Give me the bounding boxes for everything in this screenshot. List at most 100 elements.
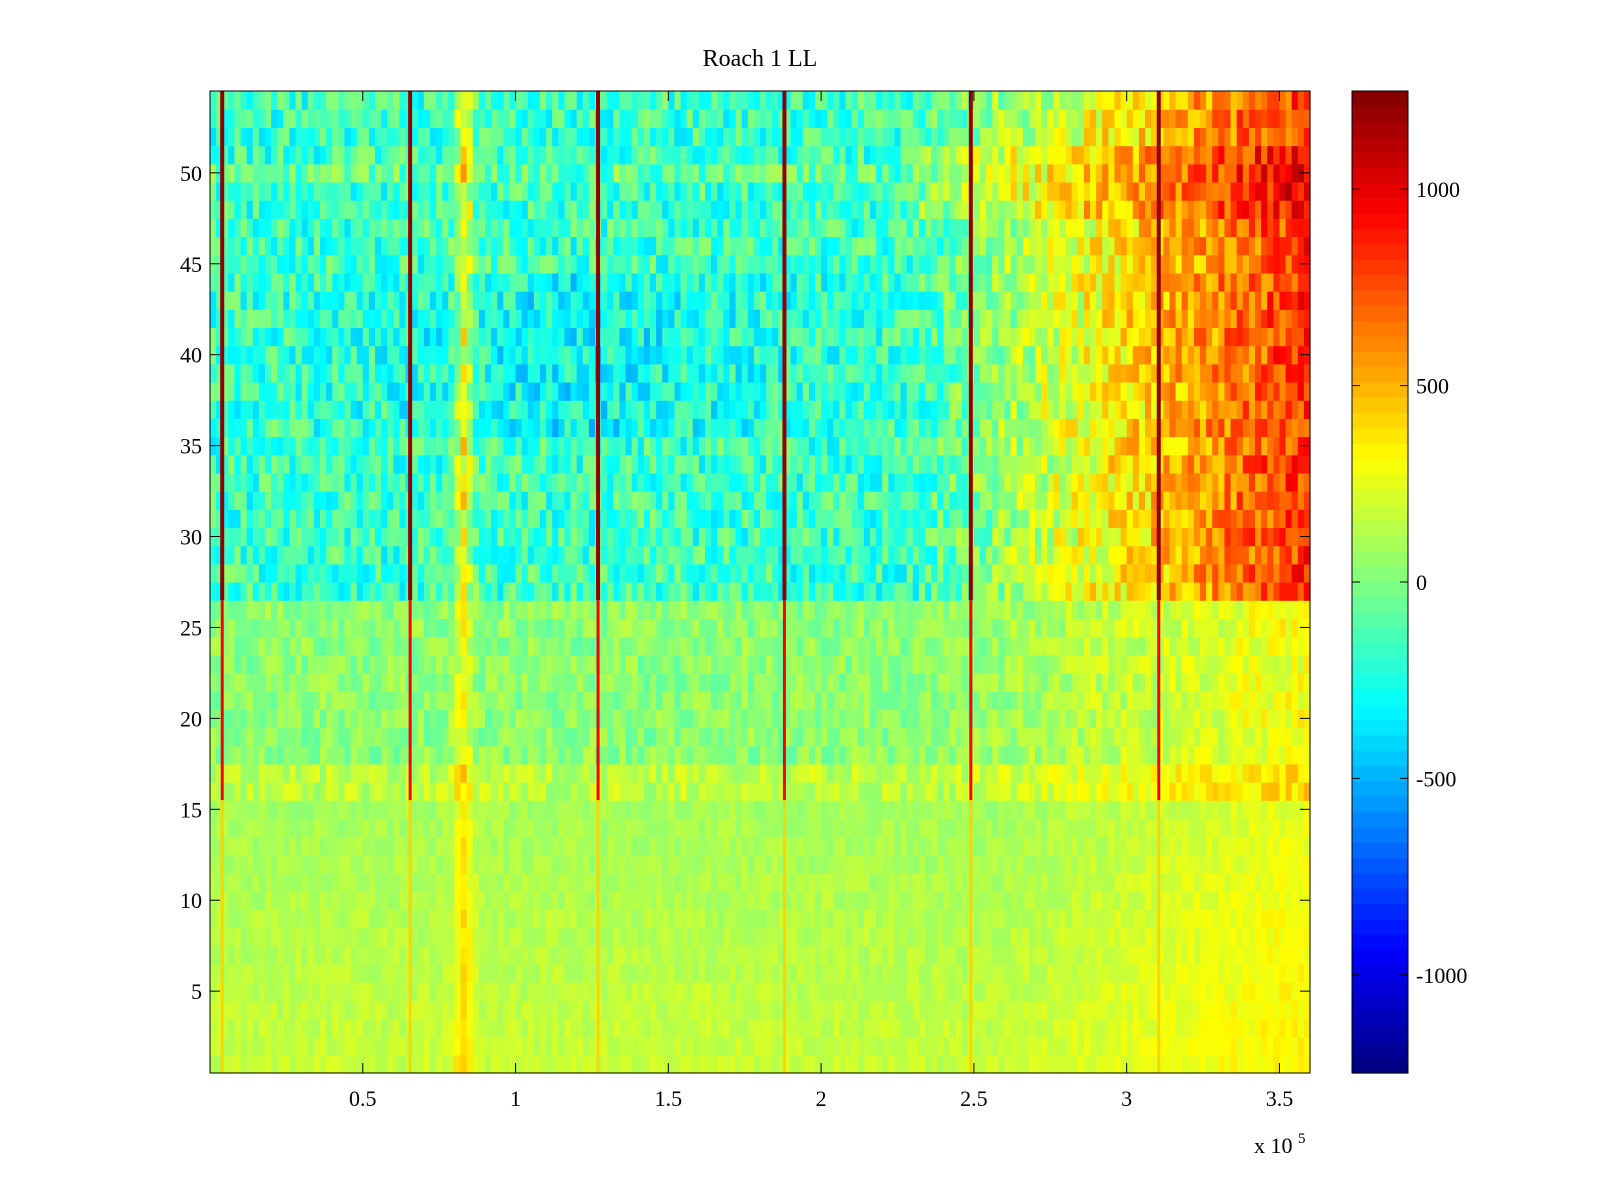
heatmap-cell: [1181, 763, 1189, 783]
heatmap-cell: [1248, 891, 1256, 910]
heatmap-cell: [747, 691, 755, 710]
heatmap-cell: [271, 818, 278, 838]
heatmap-cell: [992, 782, 999, 801]
heatmap-cell: [906, 636, 914, 656]
heatmap-cell: [448, 563, 456, 583]
heatmap-cell: [234, 600, 242, 619]
heatmap-cell: [1169, 945, 1177, 965]
heatmap-cell: [246, 1036, 254, 1056]
heatmap-cell: [240, 1054, 248, 1074]
heatmap-cell: [857, 582, 865, 601]
heatmap-cell: [747, 854, 755, 874]
heatmap-cell: [515, 600, 523, 619]
heatmap-cell: [485, 600, 492, 619]
heatmap-cell: [1206, 636, 1213, 656]
heatmap-cell: [1236, 782, 1244, 801]
heatmap-cell: [1138, 745, 1146, 765]
heatmap-cell: [497, 709, 504, 729]
heatmap-cell: [1096, 818, 1103, 838]
heatmap-cell: [1285, 1018, 1293, 1038]
heatmap-cell: [552, 654, 559, 674]
heatmap-cell: [992, 727, 999, 747]
heatmap-cell: [717, 800, 724, 820]
heatmap-cell: [497, 563, 504, 583]
heatmap-cell: [943, 636, 951, 656]
heatmap-cell: [503, 691, 511, 710]
heatmap-cell: [210, 945, 217, 965]
heatmap-cell: [485, 891, 492, 910]
heatmap-cell: [344, 709, 352, 729]
heatmap-cell: [747, 909, 755, 929]
heatmap-cell: [240, 691, 248, 710]
heatmap-cell: [1175, 963, 1183, 983]
heatmap-cell: [1279, 1000, 1287, 1020]
heatmap-cell: [607, 709, 614, 729]
heatmap-cell: [631, 636, 639, 656]
heatmap-cell: [1169, 1000, 1177, 1020]
heatmap-cell: [521, 763, 529, 783]
heatmap-cell: [350, 672, 358, 692]
heatmap-cell: [717, 1018, 724, 1038]
heatmap-cell: [766, 1018, 773, 1038]
heatmap-cell: [521, 818, 529, 838]
heatmap-cell: [1267, 618, 1274, 638]
heatmap-cell: [918, 1036, 926, 1056]
heatmap-cell: [937, 636, 944, 656]
heatmap-cell: [955, 763, 963, 783]
heatmap-cell: [1132, 1054, 1140, 1074]
heatmap-cell: [998, 1000, 1006, 1020]
heatmap-cell: [582, 1054, 590, 1074]
heatmap-cell: [393, 1018, 401, 1038]
heatmap-cell: [637, 763, 645, 783]
heatmap-cell: [1267, 963, 1274, 983]
heatmap-cell: [277, 636, 284, 656]
heatmap-cell: [466, 563, 474, 583]
heatmap-cell: [882, 691, 889, 710]
heatmap-cell: [845, 1000, 853, 1020]
heatmap-cell: [833, 582, 841, 601]
heatmap-cell: [1187, 963, 1195, 983]
heatmap-cell: [1041, 745, 1048, 765]
heatmap-cell: [1163, 1018, 1171, 1038]
heatmap-cell: [1236, 636, 1244, 656]
heatmap-cell: [955, 836, 963, 856]
heatmap-cell: [778, 782, 786, 801]
heatmap-cell: [1096, 727, 1103, 747]
heatmap-cell: [344, 582, 352, 601]
heatmap-cell: [1120, 654, 1128, 674]
heatmap-cell: [735, 800, 743, 820]
heatmap-cell: [576, 654, 584, 674]
heatmap-cell: [344, 654, 352, 674]
heatmap-cell: [491, 727, 498, 747]
heatmap-cell: [1248, 691, 1256, 710]
heatmap-cell: [338, 963, 346, 983]
heatmap-cell: [430, 1018, 437, 1038]
heatmap-cell: [882, 945, 889, 965]
heatmap-cell: [1273, 654, 1281, 674]
heatmap-cell: [1187, 672, 1195, 692]
heatmap-cell: [576, 782, 584, 801]
heatmap-cell: [1236, 982, 1244, 1001]
heatmap-cell: [423, 618, 431, 638]
heatmap-cell: [258, 1054, 266, 1074]
heatmap-cell: [1261, 909, 1268, 929]
heatmap-cell: [271, 891, 278, 910]
heatmap-cell: [1242, 927, 1250, 947]
heatmap-cell: [393, 963, 401, 983]
heatmap-cell: [1041, 727, 1048, 747]
heatmap-cell: [210, 636, 217, 656]
heatmap-cell: [808, 745, 816, 765]
heatmap-cell: [368, 927, 376, 947]
heatmap-cell: [1279, 854, 1287, 874]
heatmap-cell: [375, 763, 382, 783]
heatmap-cell: [601, 654, 608, 674]
heatmap-cell: [729, 672, 737, 692]
heatmap-cell: [601, 563, 608, 583]
heatmap-cell: [839, 1000, 847, 1020]
heatmap-cell: [1255, 727, 1262, 747]
heatmap-cell: [705, 818, 712, 838]
heatmap-cell: [973, 909, 981, 929]
heatmap-cell: [1248, 982, 1256, 1001]
heatmap-cell: [760, 672, 767, 692]
heatmap-cell: [564, 927, 572, 947]
